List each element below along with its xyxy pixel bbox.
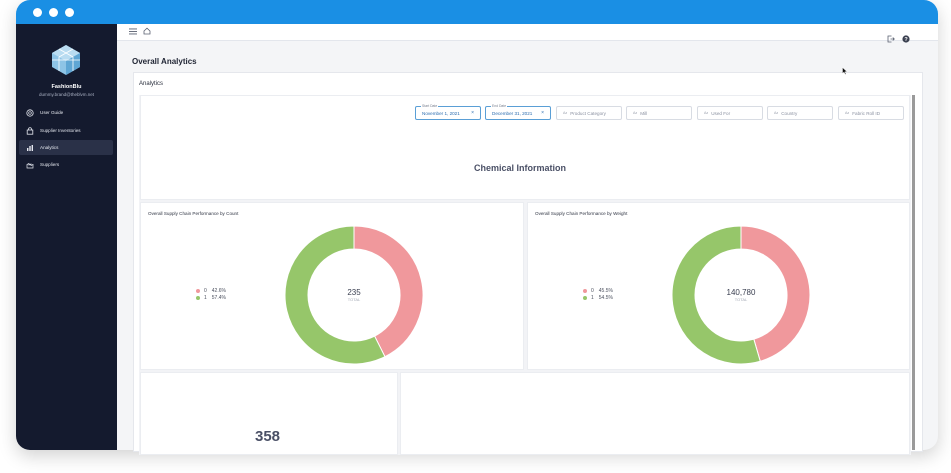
text-filter-icon: Az xyxy=(704,111,709,115)
bar-chart-icon xyxy=(27,144,33,151)
donut-center-label: TOTAL xyxy=(347,297,361,302)
sidebar-item-supplier-inventories[interactable]: Supplier Inventories xyxy=(19,123,113,138)
window-maximize-dot[interactable] xyxy=(65,8,74,17)
window-close-dot[interactable] xyxy=(33,8,42,17)
mill-field[interactable]: Az Mill xyxy=(626,106,692,120)
donut-chart-count xyxy=(284,225,424,365)
brand-name: FashionBlu xyxy=(51,84,82,90)
donut-chart-weight xyxy=(671,225,811,365)
sidebar: FashionBlu dummy.brand@theblvm.net User … xyxy=(16,24,117,450)
clear-start-date-icon[interactable]: × xyxy=(471,110,474,116)
sidebar-item-user-guide[interactable]: User Guide xyxy=(19,105,113,120)
legend-swatch xyxy=(583,289,587,293)
help-icon[interactable]: ? xyxy=(902,35,910,43)
legend-item: 0 45.5% xyxy=(583,288,613,294)
donut-slice-0[interactable] xyxy=(740,225,811,362)
window-titlebar xyxy=(16,0,938,24)
page-title: Overall Analytics xyxy=(132,57,197,66)
sidebar-item-label: User Guide xyxy=(40,110,64,115)
svg-text:?: ? xyxy=(904,37,908,43)
clear-end-date-icon[interactable]: × xyxy=(541,110,544,116)
end-date-field[interactable]: End Date December 31, 2021 × xyxy=(485,104,551,120)
home-icon[interactable] xyxy=(143,27,151,35)
brand-logo-icon xyxy=(52,45,80,75)
text-filter-icon: Az xyxy=(774,111,779,115)
donut-center-label: TOTAL xyxy=(734,297,748,302)
user-email: dummy.brand@theblvm.net xyxy=(38,92,94,97)
legend-item: 0 42.6% xyxy=(196,288,226,294)
legend-swatch xyxy=(583,296,587,300)
text-filter-icon: Az xyxy=(633,111,638,115)
chart-title-weight: Overall Supply Chain Performance by Weig… xyxy=(535,211,628,216)
legend-swatch xyxy=(196,296,200,300)
total-chemicals-number: 358 xyxy=(255,428,281,445)
sidebar-item-analytics[interactable]: Analytics xyxy=(19,140,113,155)
help-circle-icon xyxy=(26,108,34,117)
sidebar-item-label: Analytics xyxy=(40,145,59,150)
sidebar-item-label: Suppliers xyxy=(40,162,60,167)
bag-icon xyxy=(26,126,34,135)
start-date-field[interactable]: Start Date November 1, 2021 × xyxy=(415,104,481,120)
legend-item: 1 57.4% xyxy=(196,295,226,301)
vertical-scrollbar[interactable] xyxy=(912,95,915,450)
hamburger-icon[interactable] xyxy=(129,28,137,35)
card-title: Analytics xyxy=(139,81,164,87)
donut-center-value: 140,780 xyxy=(726,288,756,297)
window-minimize-dot[interactable] xyxy=(49,8,58,17)
text-filter-icon: Az xyxy=(845,111,850,115)
product-category-field[interactable]: Az Product Category xyxy=(556,106,622,120)
donut-slice-1[interactable] xyxy=(671,225,761,365)
top-toolbar xyxy=(117,24,938,41)
donut-slice-1[interactable] xyxy=(284,225,386,365)
used-for-field[interactable]: Az Used For xyxy=(697,106,763,120)
sidebar-item-label: Supplier Inventories xyxy=(40,128,81,133)
mouse-cursor-icon xyxy=(842,67,848,75)
fabric-roll-id-field[interactable]: Az Fabric Roll ID xyxy=(838,106,904,120)
total-chemicals-panel xyxy=(140,372,398,455)
sidebar-item-suppliers[interactable]: Suppliers xyxy=(19,157,113,172)
donut-slice-0[interactable] xyxy=(353,225,424,358)
factory-icon xyxy=(26,162,34,168)
donut-center-value: 235 xyxy=(347,288,361,297)
country-field[interactable]: Az Country xyxy=(767,106,833,120)
legend-item: 1 54.5% xyxy=(583,295,613,301)
chart-title-count: Overall Supply Chain Performance by Coun… xyxy=(148,211,239,216)
logout-icon[interactable] xyxy=(887,35,895,43)
empty-panel xyxy=(400,372,910,455)
text-filter-icon: Az xyxy=(563,111,568,115)
section-title: Chemical Information xyxy=(474,163,567,173)
legend-swatch xyxy=(196,289,200,293)
